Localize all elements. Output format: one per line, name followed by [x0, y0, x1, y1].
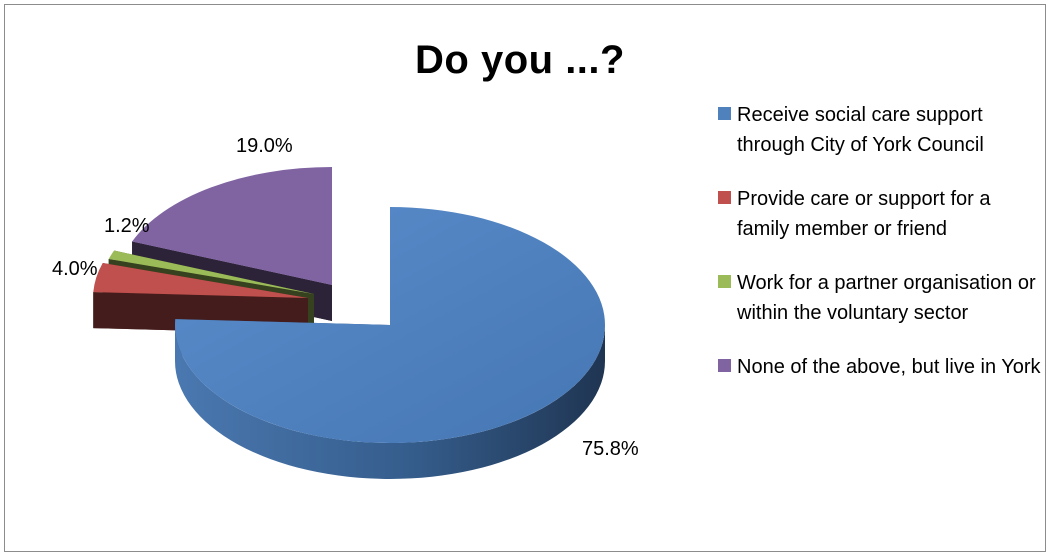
slice-value-label: 4.0% [52, 258, 98, 280]
legend-swatch [718, 191, 731, 204]
slice-value-label: 75.8% [582, 438, 639, 460]
pie-slice [93, 262, 309, 334]
legend-item: Provide care or support for a family mem… [718, 184, 1048, 244]
legend-label: None of the above, but live in York [737, 356, 1041, 378]
slice-value-label: 1.2% [104, 215, 150, 237]
legend-item: Receive social care support through City… [718, 100, 1048, 160]
legend-item: Work for a partner organisation or withi… [718, 268, 1048, 328]
legend-swatch [718, 359, 731, 372]
legend-swatch [718, 275, 731, 288]
legend-label: Work for a partner organisation or withi… [737, 272, 1036, 324]
pie-slice [174, 207, 606, 479]
legend-label: Receive social care support through City… [737, 104, 984, 156]
chart-title: Do you ...? [415, 38, 625, 82]
legend-swatch [718, 107, 731, 120]
legend-label: Provide care or support for a family mem… [737, 188, 991, 240]
legend-item: None of the above, but live in York [718, 352, 1048, 382]
chart-legend: Receive social care support through City… [718, 100, 1048, 406]
slice-value-label: 19.0% [236, 135, 293, 157]
